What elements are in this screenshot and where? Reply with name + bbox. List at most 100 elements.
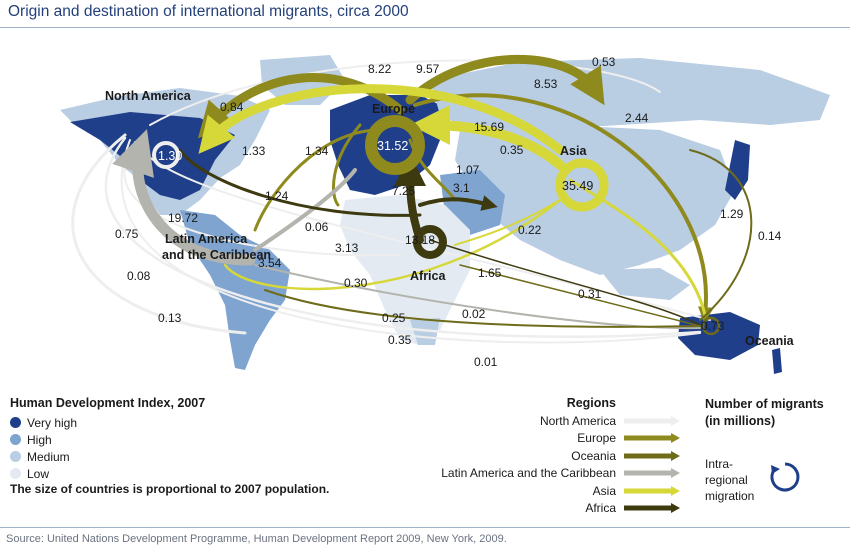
flow-eu-la — [253, 128, 382, 232]
value-asia-intra: 35.49 — [562, 179, 593, 193]
value-oc-la: 0.22 — [518, 223, 542, 237]
value-af-na: 3.13 — [335, 241, 359, 255]
value-eu-intra: 31.52 — [377, 139, 408, 153]
region-latin-america-arrow-icon — [624, 468, 680, 479]
flow-na-oceania-2 — [120, 139, 701, 344]
regions-legend-item: Europe — [410, 430, 680, 448]
region-europe-arrow-icon — [624, 433, 680, 444]
region-oceania-label: Oceania — [571, 448, 616, 463]
value-asia-oc2: 1.29 — [720, 207, 744, 221]
hdi-medium-swatch — [10, 451, 21, 462]
label-europe: Europe — [372, 102, 415, 116]
flow-eu-la-2 — [332, 123, 362, 207]
loop-north-america — [152, 141, 180, 169]
intra-label-line2: regional — [705, 473, 748, 487]
flow-arcs — [71, 54, 753, 344]
hdi-legend-item: Medium — [10, 448, 329, 465]
flow-na-southwest — [71, 133, 247, 335]
value-oc-la2: 0.02 — [462, 307, 486, 321]
landmasses — [60, 55, 830, 374]
region-north-america-arrow-icon — [624, 415, 680, 426]
flow-af-asia — [418, 195, 498, 211]
value-na-la: 0.75 — [115, 227, 139, 241]
regions-legend-item: Asia — [410, 482, 680, 500]
label-africa: Africa — [410, 269, 446, 283]
regions-legend-item: Latin America and the Caribbean — [410, 465, 680, 483]
value-africa-intra: 13.18 — [405, 233, 435, 247]
hdi-legend-item: High — [10, 431, 329, 448]
flow-eu-na — [197, 73, 405, 139]
flow-asia-af — [454, 199, 561, 246]
chart-title: Origin and destination of international … — [8, 3, 409, 20]
hdi-legend-item: Very high — [10, 414, 329, 431]
value-na-eu: 0.84 — [220, 100, 244, 114]
intra-regional-loop-icon — [770, 462, 800, 492]
flow-asia-na — [198, 84, 565, 155]
intra-label-line3: migration — [705, 489, 755, 503]
flow-eu-oceania — [413, 93, 714, 323]
source-note: Source: United Nations Development Progr… — [6, 533, 507, 545]
value-la-eu-a: 1.33 — [242, 144, 266, 158]
value-asia-la: 19.72 — [168, 211, 198, 225]
flow-af-oceania — [429, 239, 701, 326]
hdi-low-label: Low — [27, 466, 50, 481]
flow-eu-asia — [405, 54, 605, 106]
top-divider — [0, 27, 850, 28]
region-asia-label: Asia — [592, 483, 616, 498]
flow-oc-asia — [689, 149, 753, 321]
value-eu-af: 3.1 — [453, 181, 470, 195]
flow-oc-af — [459, 264, 701, 327]
flow-la-eu — [253, 168, 357, 252]
value-af-la: 0.06 — [305, 220, 329, 234]
hdi-low-swatch — [10, 468, 21, 479]
intra-label-line1: Intra- — [705, 457, 734, 471]
value-oc-na: 0.35 — [388, 333, 412, 347]
value-eu-na: 8.22 — [368, 62, 392, 76]
region-africa-label: Africa — [585, 501, 616, 516]
hdi-legend-item: Low — [10, 465, 329, 482]
migrants-legend-title-line2: (in millions) — [705, 414, 776, 428]
hdi-medium-label: Medium — [27, 449, 70, 464]
intra-regional-loops — [152, 115, 721, 336]
flow-asia-la — [223, 198, 562, 291]
value-na-asia: 0.13 — [158, 311, 182, 325]
region-asia-arrow-icon — [624, 485, 680, 496]
loop-africa — [413, 225, 447, 259]
label-oceania: Oceania — [745, 334, 795, 348]
value-oc-asia2: 0.14 — [758, 229, 782, 243]
loop-oceania — [701, 316, 721, 336]
regions-legend-item: Oceania — [410, 447, 680, 465]
flow-af-na — [178, 148, 422, 217]
value-asia-na: 8.53 — [534, 77, 558, 91]
region-europe-label: Europe — [577, 431, 616, 446]
migrants-legend: Number of migrants (in millions) Intra- … — [705, 396, 845, 503]
region-north-america-label: North America — [539, 413, 616, 428]
region-africa-arrow-icon — [624, 503, 680, 514]
hdi-legend: Human Development Index, 2007 Very high … — [10, 396, 329, 496]
bottom-divider — [0, 527, 850, 528]
intra-regional-legend: Intra- regional migration — [705, 456, 754, 504]
label-asia: Asia — [560, 144, 587, 158]
value-na-intra: 1.30 — [158, 149, 182, 163]
value-na-oc-far: 0.53 — [592, 55, 616, 69]
value-as-af: 1.65 — [478, 266, 502, 280]
value-oc-af: 0.30 — [344, 276, 368, 290]
value-oc-asia: 0.31 — [578, 287, 602, 301]
hdi-very-high-label: Very high — [27, 415, 78, 430]
flow-asia-oceania — [568, 178, 707, 317]
hdi-legend-title: Human Development Index, 2007 — [10, 396, 206, 410]
value-asia-oc: 2.44 — [625, 111, 649, 125]
land-japan — [725, 140, 750, 200]
label-north-america: North America — [105, 89, 192, 103]
regions-legend: Regions North America Europe Oceania Lat… — [410, 396, 680, 517]
value-eu-asia: 9.57 — [416, 62, 440, 76]
value-na-oc: 0.35 — [500, 143, 524, 157]
flow-na-oceania-top — [149, 59, 661, 126]
hdi-legend-note: The size of countries is proportional to… — [10, 482, 330, 496]
value-la-oc: 0.25 — [382, 311, 406, 325]
value-asia-eu: 15.69 — [474, 120, 504, 134]
hdi-high-label: High — [27, 432, 52, 447]
regions-legend-item: Africa — [410, 500, 680, 518]
value-la-eu-b: 1.34 — [305, 144, 329, 158]
value-oc-intra: 0.73 — [701, 319, 725, 333]
